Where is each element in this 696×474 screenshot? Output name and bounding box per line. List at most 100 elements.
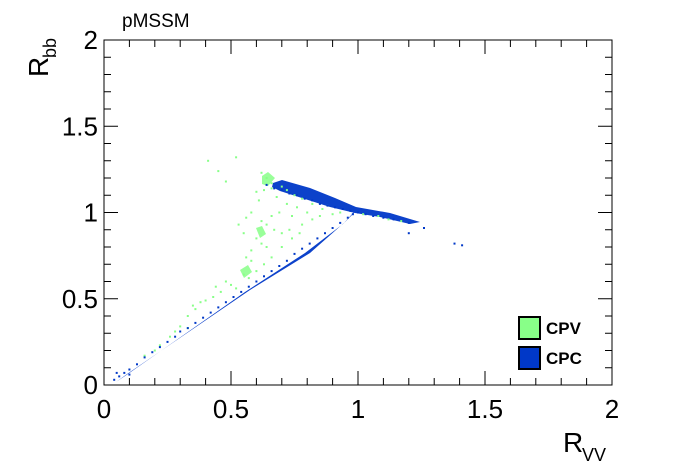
point-cpc-32 xyxy=(346,216,349,219)
point-cpc-10 xyxy=(179,330,182,333)
point-cpc-26 xyxy=(301,247,304,250)
point-cpc-37 xyxy=(288,192,291,195)
point-cpv-72 xyxy=(255,190,258,193)
point-cpc-36 xyxy=(280,189,283,192)
point-cpv-11 xyxy=(301,197,304,200)
point-cpv-42 xyxy=(235,287,238,290)
point-cpv-60 xyxy=(270,215,273,217)
point-cpv-17 xyxy=(306,211,309,214)
point-cpc-15 xyxy=(217,306,220,309)
point-cpv-10 xyxy=(293,194,296,197)
point-cpv-44 xyxy=(212,296,215,298)
point-cpv-61 xyxy=(278,211,281,214)
point-cpv-16 xyxy=(296,206,298,209)
point-cpc-6 xyxy=(151,351,154,354)
point-cpv-5 xyxy=(265,177,268,179)
point-cpv-30 xyxy=(301,223,304,226)
point-cpc-52 xyxy=(423,227,425,229)
point-cpc-11 xyxy=(186,327,189,330)
point-cpc-50 xyxy=(392,218,395,221)
point-cpc-56 xyxy=(115,371,118,374)
point-cpc-39 xyxy=(303,197,306,200)
point-cpc-1 xyxy=(118,375,121,378)
point-cpv-48 xyxy=(179,325,182,328)
point-cpc-49 xyxy=(382,216,385,219)
point-cpv-14 xyxy=(275,196,278,198)
point-cpc-51 xyxy=(407,221,410,224)
point-cpc-43 xyxy=(334,206,337,209)
point-cpv-58 xyxy=(242,232,245,235)
point-cpv-46 xyxy=(194,308,197,311)
y-axis-title-main: R xyxy=(23,57,54,77)
legend-label-cpv: CPV xyxy=(546,319,582,338)
point-cpv-9 xyxy=(285,189,288,192)
point-cpv-74 xyxy=(270,187,273,190)
legend: CPV CPC xyxy=(518,316,582,370)
point-cpv-28 xyxy=(280,232,283,235)
point-cpc-17 xyxy=(232,296,235,298)
y-tick-label-2: 1 xyxy=(84,198,98,228)
point-cpv-56 xyxy=(245,216,248,219)
point-cpv-59 xyxy=(250,249,253,252)
point-cpv-20 xyxy=(339,211,342,214)
point-cpc-28 xyxy=(316,237,319,240)
point-cpc-46 xyxy=(357,211,359,214)
point-cpc-8 xyxy=(166,340,169,343)
point-cpv-66 xyxy=(199,301,202,304)
point-cpc-30 xyxy=(331,227,334,229)
point-cpc-14 xyxy=(209,311,212,314)
point-cpc-25 xyxy=(293,252,296,255)
x-tick-label-1: 0.5 xyxy=(213,394,249,424)
point-cpv-47 xyxy=(186,315,189,317)
point-cpv-52 xyxy=(158,344,161,347)
x-tick-label-4: 2 xyxy=(605,394,619,424)
point-cpv-31 xyxy=(255,237,258,240)
point-cpc-41 xyxy=(318,202,321,205)
point-cpv-2 xyxy=(217,170,220,173)
point-cpv-0 xyxy=(207,159,210,162)
point-cpc-21 xyxy=(263,275,265,278)
point-cpv-21 xyxy=(362,213,365,216)
x-axis-title-main: R xyxy=(563,427,583,458)
point-cpv-7 xyxy=(263,189,265,192)
point-cpv-19 xyxy=(331,213,334,216)
point-cpv-71 xyxy=(298,232,301,235)
point-cpv-67 xyxy=(214,285,217,288)
point-cpc-48 xyxy=(372,215,375,217)
point-cpc-47 xyxy=(364,213,367,216)
point-cpc-53 xyxy=(453,242,456,245)
point-cpc-57 xyxy=(128,373,131,376)
point-cpv-24 xyxy=(400,220,403,223)
y-tick-label-4: 2 xyxy=(84,25,98,55)
point-cpc-24 xyxy=(285,259,288,262)
point-cpc-55 xyxy=(407,232,410,235)
x-tick-label-2: 1 xyxy=(351,394,365,424)
y-tick-label-3: 1.5 xyxy=(62,111,98,141)
point-cpv-57 xyxy=(237,223,240,226)
cpc-density-band xyxy=(116,180,420,382)
chart-title: pMSSM xyxy=(122,11,190,32)
point-cpv-69 xyxy=(280,246,283,248)
point-cpc-20 xyxy=(255,280,258,283)
point-cpv-36 xyxy=(242,273,245,276)
point-cpv-64 xyxy=(321,208,324,210)
x-tick-label-0: 0 xyxy=(97,394,111,424)
y-axis-title-sub: bb xyxy=(40,38,60,58)
point-cpc-18 xyxy=(240,290,243,293)
point-cpv-73 xyxy=(257,199,260,202)
point-cpc-45 xyxy=(349,209,352,212)
point-cpv-43 xyxy=(219,290,222,293)
point-cpv-54 xyxy=(143,354,146,357)
point-cpv-4 xyxy=(260,171,263,174)
point-cpv-62 xyxy=(291,215,293,217)
point-cpc-35 xyxy=(273,187,276,190)
x-axis-title: R VV xyxy=(563,427,606,465)
point-cpv-18 xyxy=(318,215,321,217)
point-cpc-9 xyxy=(174,335,177,338)
point-cpv-39 xyxy=(263,263,265,266)
point-cpv-15 xyxy=(285,202,288,205)
point-cpc-0 xyxy=(113,378,116,381)
point-cpv-23 xyxy=(387,218,390,221)
point-cpc-13 xyxy=(202,316,205,319)
